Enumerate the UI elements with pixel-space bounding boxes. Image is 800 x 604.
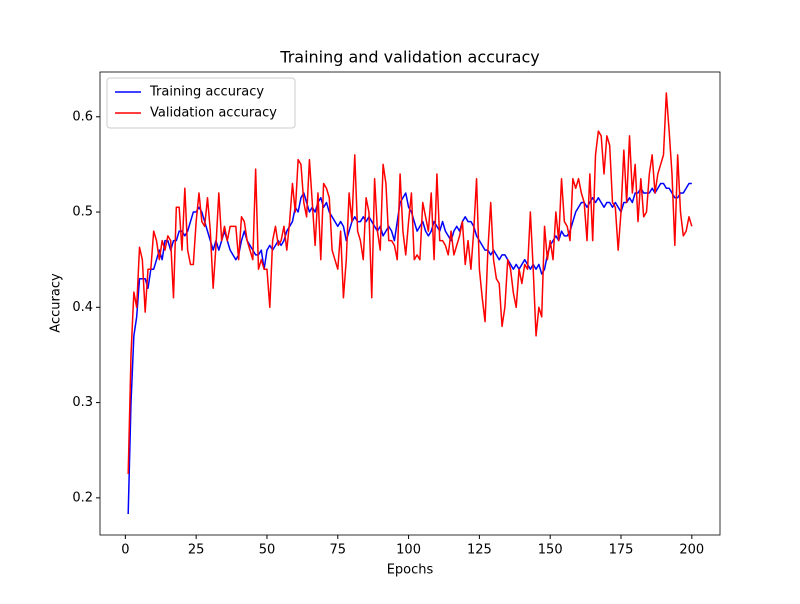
x-tick-label: 0 (121, 543, 129, 558)
y-tick-label: 0.2 (72, 490, 93, 505)
legend-label: Validation accuracy (150, 106, 277, 121)
x-tick-label: 25 (188, 543, 205, 558)
x-axis-label: Epochs (387, 563, 434, 578)
legend-box (106, 77, 296, 129)
y-tick-label: 0.6 (72, 109, 93, 124)
x-tick-label: 50 (259, 543, 276, 558)
chart-title: Training and validation accuracy (279, 48, 539, 67)
x-tick-label: 75 (330, 543, 347, 558)
y-axis-label: Accuracy (49, 273, 64, 333)
x-tick-label: 125 (467, 543, 492, 558)
data-line (127, 92, 693, 475)
x-tick-label: 100 (396, 543, 421, 558)
y-tick-label: 0.5 (72, 205, 93, 220)
y-tick-label: 0.3 (72, 395, 93, 410)
y-tick-label: 0.4 (72, 300, 93, 315)
x-tick-label: 175 (609, 543, 634, 558)
plot-frame (99, 71, 721, 536)
x-tick-label: 150 (538, 543, 563, 558)
x-tick-label: 200 (679, 543, 704, 558)
legend-label: Training accuracy (149, 85, 264, 100)
